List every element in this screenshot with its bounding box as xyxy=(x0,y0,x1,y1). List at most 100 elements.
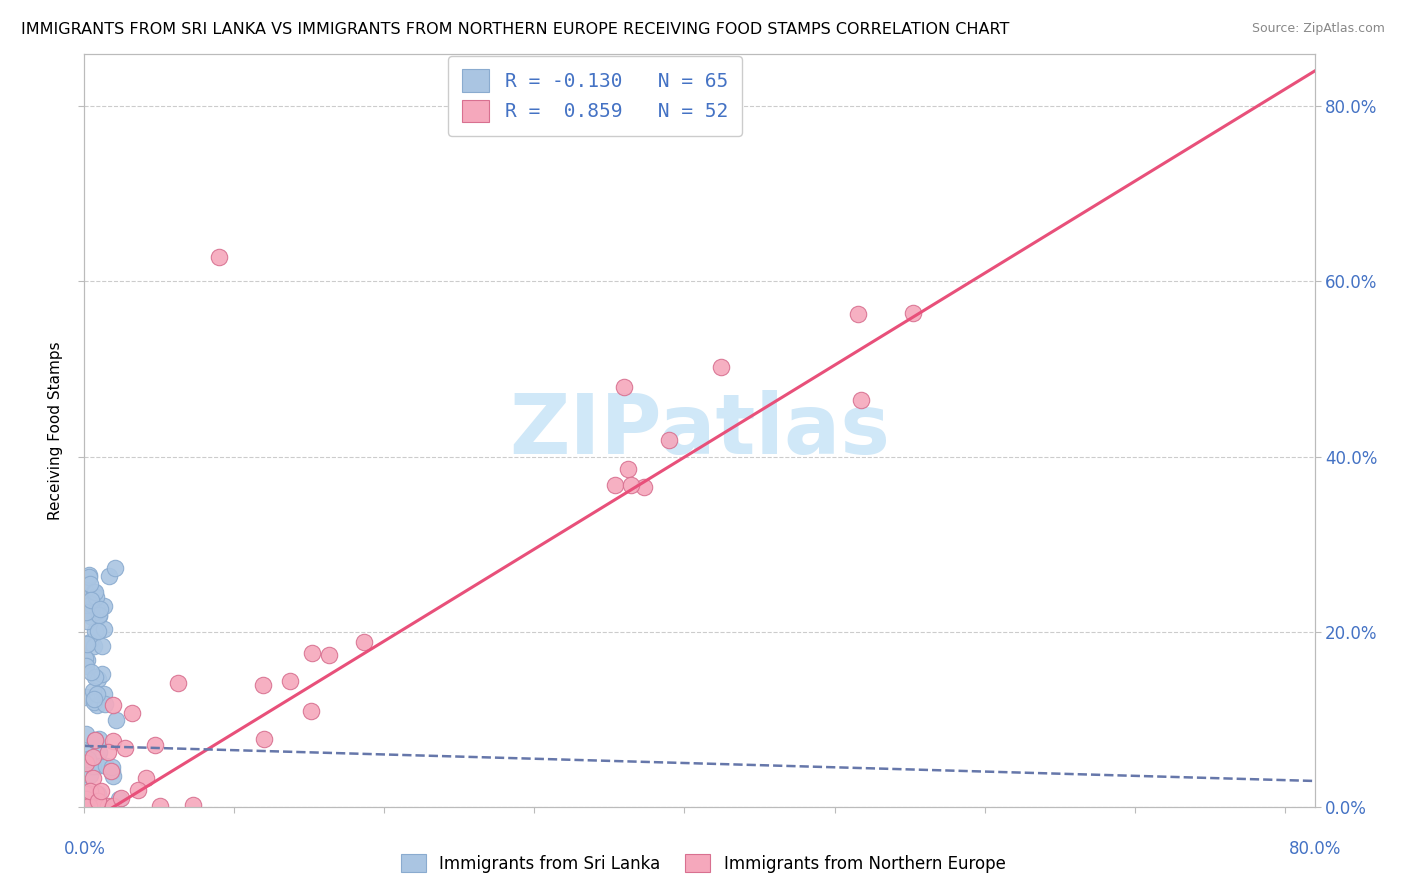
Point xyxy=(84,669,107,683)
Point xyxy=(82,772,104,786)
Point xyxy=(86,758,108,772)
Point xyxy=(75,659,97,673)
Point xyxy=(97,799,120,814)
Point xyxy=(101,760,124,774)
Point xyxy=(84,733,107,747)
Text: 0.0%: 0.0% xyxy=(63,840,105,858)
Point xyxy=(87,799,110,814)
Point xyxy=(82,758,104,772)
Point xyxy=(79,577,101,591)
Point xyxy=(101,769,124,783)
Point xyxy=(108,792,131,806)
Point xyxy=(79,784,101,798)
Point xyxy=(73,582,96,597)
Point xyxy=(75,605,97,619)
Point xyxy=(83,585,105,599)
Point xyxy=(82,683,104,698)
Point xyxy=(318,648,340,663)
Point xyxy=(181,797,204,812)
Point xyxy=(82,759,104,773)
Point xyxy=(75,787,97,801)
Point xyxy=(79,768,101,782)
Point xyxy=(82,750,104,764)
Point xyxy=(79,634,101,648)
Point xyxy=(83,692,105,706)
Point xyxy=(80,592,103,607)
Point xyxy=(167,676,190,690)
Point xyxy=(127,782,149,797)
Point xyxy=(100,764,122,778)
Point xyxy=(75,756,97,771)
Point xyxy=(89,602,111,616)
Point xyxy=(73,651,96,665)
Point xyxy=(87,672,110,686)
Point xyxy=(252,678,274,692)
Point xyxy=(80,600,103,615)
Point xyxy=(76,637,98,651)
Point xyxy=(633,480,655,494)
Point xyxy=(76,783,98,797)
Point xyxy=(83,639,105,653)
Point xyxy=(75,791,97,805)
Point xyxy=(87,608,110,623)
Point xyxy=(301,646,323,660)
Point xyxy=(75,690,97,705)
Point xyxy=(80,605,103,619)
Point xyxy=(901,306,924,320)
Point xyxy=(605,478,627,492)
Point xyxy=(93,687,115,701)
Point xyxy=(253,731,276,746)
Point xyxy=(353,635,375,649)
Point xyxy=(104,561,127,575)
Point xyxy=(93,697,115,711)
Point xyxy=(77,568,100,582)
Point xyxy=(76,791,98,805)
Point xyxy=(658,433,681,447)
Point xyxy=(93,622,115,636)
Point xyxy=(86,698,108,713)
Point xyxy=(90,799,112,814)
Point xyxy=(80,610,103,624)
Point xyxy=(86,687,108,701)
Point xyxy=(87,604,110,618)
Point xyxy=(80,597,103,611)
Point xyxy=(83,733,105,747)
Point xyxy=(76,614,98,628)
Point xyxy=(90,799,112,814)
Point xyxy=(86,590,108,604)
Point xyxy=(87,732,110,747)
Point xyxy=(75,726,97,740)
Point xyxy=(103,698,125,712)
Point xyxy=(84,624,107,639)
Point xyxy=(96,759,118,773)
Y-axis label: Receiving Food Stamps: Receiving Food Stamps xyxy=(48,341,63,520)
Point xyxy=(110,791,132,805)
Point xyxy=(846,307,869,321)
Text: 80.0%: 80.0% xyxy=(1288,840,1341,858)
Point xyxy=(121,706,143,720)
Point xyxy=(105,713,128,727)
Text: ZIPatlas: ZIPatlas xyxy=(509,390,890,471)
Point xyxy=(77,752,100,766)
Point xyxy=(143,738,166,752)
Point xyxy=(77,799,100,814)
Point xyxy=(208,250,231,264)
Point xyxy=(77,570,100,584)
Point xyxy=(90,667,112,681)
Point xyxy=(75,798,97,813)
Text: Source: ZipAtlas.com: Source: ZipAtlas.com xyxy=(1251,22,1385,36)
Point xyxy=(97,745,120,759)
Point xyxy=(87,799,110,814)
Legend: Immigrants from Sri Lanka, Immigrants from Northern Europe: Immigrants from Sri Lanka, Immigrants fr… xyxy=(394,847,1012,880)
Point xyxy=(616,462,638,476)
Point xyxy=(278,674,301,689)
Point xyxy=(149,799,172,814)
Point xyxy=(93,599,115,613)
Point xyxy=(619,478,641,492)
Point xyxy=(80,799,103,814)
Legend: R = -0.130   N = 65, R =  0.859   N = 52: R = -0.130 N = 65, R = 0.859 N = 52 xyxy=(449,55,741,136)
Point xyxy=(849,393,872,408)
Point xyxy=(299,705,322,719)
Point xyxy=(114,741,136,756)
Point xyxy=(103,799,125,814)
